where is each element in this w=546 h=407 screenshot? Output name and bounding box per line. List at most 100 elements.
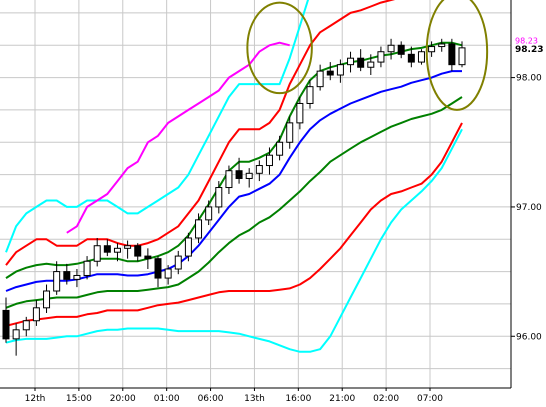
candle	[225, 165, 233, 194]
candle-body	[83, 260, 91, 276]
candle-body	[53, 271, 61, 292]
candle-body	[12, 329, 20, 340]
candle	[286, 116, 294, 149]
candle-body	[357, 57, 365, 68]
x-tick-label: 12th	[25, 394, 46, 404]
candle	[387, 38, 395, 60]
candle	[144, 248, 152, 270]
candle-body	[428, 46, 436, 53]
candle	[22, 316, 30, 337]
candle-body	[255, 165, 263, 174]
candle-body	[174, 255, 182, 270]
candle-body	[245, 172, 253, 179]
candle	[336, 59, 344, 83]
candle	[255, 160, 263, 182]
candle	[103, 239, 111, 257]
x-tick-label: 16:00	[285, 394, 311, 404]
candle-body	[286, 122, 294, 143]
candle	[417, 49, 425, 65]
candle	[347, 51, 355, 73]
candle	[205, 200, 213, 226]
candle-body	[154, 258, 162, 279]
candle	[215, 181, 223, 214]
candle-body	[265, 154, 273, 167]
candle	[377, 46, 385, 68]
series-line-5	[5, 122, 463, 327]
candle	[154, 256, 162, 288]
grid-lines	[0, 0, 511, 388]
candle	[134, 243, 142, 262]
candle-body	[2, 309, 10, 340]
x-tick-label: 07:00	[417, 394, 443, 404]
last-price-label: 98.23	[515, 45, 543, 55]
candle-body	[316, 70, 324, 88]
candle-body	[448, 43, 456, 66]
candle	[448, 38, 456, 72]
candle-body	[93, 245, 101, 262]
candle-body	[276, 141, 284, 156]
candle	[184, 232, 192, 262]
candle	[458, 41, 466, 68]
candle	[73, 269, 81, 288]
x-tick-label: 21:00	[329, 394, 355, 404]
candle-body	[43, 290, 51, 309]
candle-body	[22, 320, 30, 331]
candle-body	[377, 51, 385, 63]
candle-body	[296, 102, 304, 124]
y-tick-label: 97.00	[516, 203, 542, 213]
candle	[397, 41, 405, 59]
series-line-6	[5, 128, 463, 353]
series-line-4	[5, 96, 463, 309]
series-line-0	[5, 0, 310, 253]
candle	[63, 263, 71, 285]
candle-body	[195, 219, 203, 239]
candle	[195, 213, 203, 244]
x-tick-label: 06:00	[198, 394, 224, 404]
y-tick-label: 96.00	[516, 332, 542, 342]
candle-body	[347, 57, 355, 66]
candle-body	[32, 307, 40, 322]
candle	[53, 261, 61, 295]
candle-body	[387, 44, 395, 53]
candle-body	[417, 51, 425, 63]
candle-body	[397, 44, 405, 55]
candle	[83, 256, 91, 280]
candle	[367, 54, 375, 76]
candle	[235, 157, 243, 184]
candle-body	[103, 245, 111, 253]
candle-body	[438, 43, 446, 48]
candle-body	[407, 53, 415, 63]
x-tick-label: 13th	[244, 394, 265, 404]
candle-body	[306, 86, 314, 104]
candle	[306, 80, 314, 109]
y-tick-label: 98.00	[516, 74, 542, 84]
candle-body	[367, 61, 375, 68]
candle-body	[73, 274, 81, 280]
series-line-3	[5, 70, 462, 292]
candle	[407, 46, 415, 68]
candle-body	[144, 255, 152, 260]
candlesticks	[2, 38, 466, 356]
bollinger-bands	[5, 0, 463, 353]
x-tick-label: 02:00	[373, 394, 399, 404]
upper-price-label: 98.23	[515, 37, 538, 46]
series-line-2	[5, 41, 463, 279]
candle	[2, 297, 10, 343]
candle	[245, 168, 253, 188]
candle	[164, 265, 172, 285]
candle-body	[134, 245, 142, 257]
candle-body	[326, 70, 334, 76]
candle	[296, 97, 304, 130]
candle	[113, 243, 121, 262]
highlight-ellipse-1	[425, 0, 489, 111]
candle	[43, 284, 51, 313]
series-line-1	[5, 0, 396, 266]
candle	[428, 41, 436, 57]
candle-body	[225, 170, 233, 189]
x-tick-label: 15:00	[66, 394, 92, 404]
candle	[93, 237, 101, 267]
series-line-7	[66, 41, 290, 234]
candle	[12, 323, 20, 356]
